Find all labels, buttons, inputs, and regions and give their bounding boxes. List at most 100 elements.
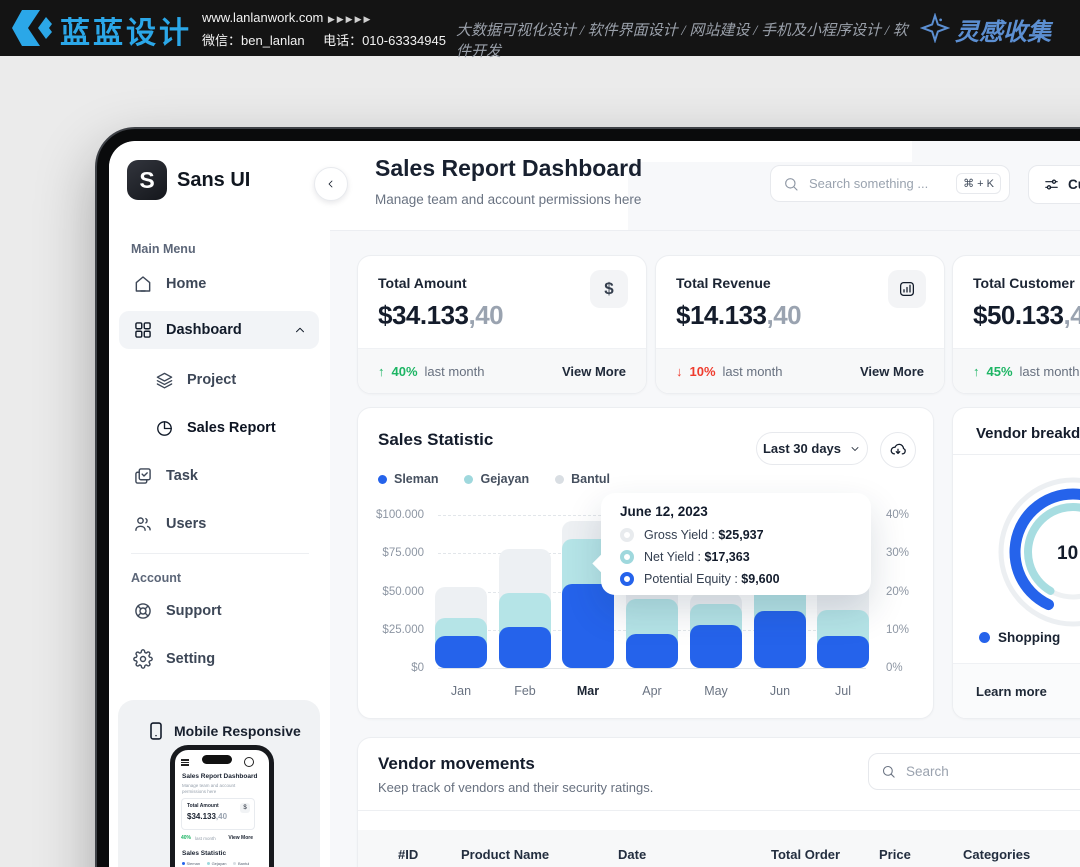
bar-sleman-apr [626, 634, 678, 668]
tooltip-date: June 12, 2023 [620, 504, 708, 519]
y-tick-right: 20% [886, 586, 910, 598]
chevron-left-icon [328, 180, 333, 188]
mini-stat-card: Total Amount $34.133,40 $ [181, 798, 255, 830]
site-url[interactable]: www.lanlanwork.com [202, 10, 324, 25]
y-tick-right: 10% [886, 624, 910, 636]
customize-button[interactable]: Cu [1028, 165, 1080, 204]
range-select[interactable]: Last 30 days [756, 432, 868, 465]
donut-center-value: 10 [1057, 543, 1079, 564]
x-tick-may: May [704, 684, 728, 698]
x-tick-mar: Mar [576, 684, 600, 698]
mobile-responsive-card: Mobile Responsive Sales Report Dashboard… [118, 700, 320, 867]
vendor-search-input[interactable] [904, 763, 1080, 780]
main-area: Sales Report Dashboard Manage team and a… [330, 141, 1080, 867]
vendor-legend: Shopping [979, 630, 1080, 645]
download-button[interactable] [880, 432, 916, 468]
mini-app-title: Sales Report Dashboard [182, 773, 258, 780]
tooltip-row: Net Yield : $17,363 [620, 550, 750, 564]
bar-sleman-jun [754, 611, 806, 668]
x-tick-apr: Apr [642, 684, 662, 698]
donut-chart [998, 477, 1080, 627]
header-tab [625, 141, 912, 162]
mobile-card-title: Mobile Responsive [174, 723, 301, 739]
hamburger-icon [181, 758, 189, 767]
legend-sleman[interactable]: Sleman [378, 472, 438, 486]
legend-gejayan[interactable]: Gejayan [464, 472, 529, 486]
chevron-up-icon [296, 327, 304, 333]
sidebar-collapse-button[interactable] [314, 167, 348, 201]
trend-up-icon: ↑ [378, 363, 385, 379]
chevron-down-icon [851, 446, 859, 451]
x-tick-feb: Feb [514, 684, 536, 698]
sidebar-item-home[interactable]: Home [119, 265, 319, 303]
search-input[interactable] [807, 175, 949, 192]
card-divider [358, 810, 1080, 811]
view-more-link[interactable]: View More [859, 363, 924, 379]
layers-icon [156, 372, 173, 388]
services-line: 大数据可视化设计 / 软件界面设计 / 网站建设 / 手机及小程序设计 / 软件… [456, 23, 908, 60]
task-icon [135, 468, 151, 484]
wechat: 微信：ben_lanlan [202, 33, 305, 48]
sidebar-item-sales-report[interactable]: Sales Report [119, 409, 319, 447]
sales-statistic-card: Sales Statistic Sleman Gejayan Bantul La… [357, 407, 934, 719]
y-tick-left: $50.000 [382, 586, 424, 598]
sidebar-item-project[interactable]: Project [119, 361, 319, 399]
y-tick-right: 30% [886, 547, 910, 559]
mini-legend: Sleman Gejayan Bantul [182, 861, 249, 866]
bar-sleman-mar [562, 584, 614, 668]
ring-icon [620, 528, 634, 542]
lifebuoy-icon [135, 603, 151, 619]
chart-legend: Sleman Gejayan Bantul [378, 472, 610, 486]
home-icon [135, 276, 151, 292]
mini-search-icon [244, 757, 254, 767]
vendor-search[interactable] [868, 753, 1080, 790]
dollar-icon: $ [590, 270, 628, 308]
collect-link[interactable]: 灵感收集 [955, 20, 1051, 46]
stat-card-footer: ↑ 45% last month [953, 348, 1080, 393]
tooltip-row: Gross Yield : $25,937 [620, 528, 764, 542]
ring-icon [620, 550, 634, 564]
global-search[interactable]: ⌘ + K [770, 165, 1010, 202]
ring-icon [620, 572, 634, 586]
card-divider [953, 454, 1080, 455]
sidebar: S Sans UI Main Menu Home Dashboard [109, 141, 331, 867]
section-account: Account [131, 571, 181, 585]
search-icon [882, 765, 895, 778]
sidebar-item-support[interactable]: Support [119, 592, 319, 630]
vendor-breakdown-title: Vendor breakdown [976, 425, 1080, 442]
contact-row: 微信：ben_lanlan 电话：010-63334945 [202, 30, 446, 50]
legend-bantul[interactable]: Bantul [555, 472, 610, 486]
vendor-breakdown-card: Vendor breakdown 10 Shopping Learn [952, 407, 1080, 719]
sliders-icon [1045, 179, 1058, 190]
phone: 电话：010-63334945 [323, 33, 446, 48]
vendor-movements-subtitle: Keep track of vendors and their security… [378, 780, 654, 795]
pie-chart-icon [157, 420, 172, 436]
brand-name: 蓝蓝设计 [60, 16, 192, 51]
donut-arc-secondary [1024, 503, 1080, 601]
cloud-download-icon [890, 443, 906, 455]
x-tick-jun: Jun [769, 684, 791, 698]
sidebar-item-dashboard[interactable]: Dashboard [119, 311, 319, 349]
y-tick-left: $25.000 [382, 624, 424, 636]
column-header-product-name: Product Name [461, 847, 550, 862]
sidebar-item-users[interactable]: Users [119, 505, 319, 543]
sidebar-item-setting[interactable]: Setting [119, 640, 319, 678]
phone-mockup: Sales Report Dashboard Manage team and a… [170, 745, 274, 867]
users-icon [135, 517, 151, 531]
stat-card-total-amount: Total Amount $ $34.133,40 ↑ 40% last mon… [357, 255, 647, 394]
learn-more-link[interactable]: Learn more [953, 663, 1080, 718]
chart-title: Sales Statistic [378, 430, 494, 449]
app-screen: S Sans UI Main Menu Home Dashboard [109, 141, 1080, 867]
section-main-menu: Main Menu [131, 242, 196, 256]
bar-plot [434, 515, 874, 668]
view-more-link[interactable]: View More [561, 363, 626, 379]
sidebar-item-task[interactable]: Task [119, 457, 319, 495]
column-header-total-order: Total Order [771, 847, 841, 862]
site-url-row: www.lanlanwork.com ▶▶▶▶▶ [202, 9, 372, 27]
sidebar-divider [131, 553, 309, 554]
bar-sleman-may [690, 625, 742, 668]
column-header-categories: Categories [963, 847, 1031, 862]
promo-banner: 蓝蓝设计 www.lanlanwork.com ▶▶▶▶▶ 微信：ben_lan… [0, 0, 1080, 60]
x-tick-jul: Jul [835, 684, 851, 698]
